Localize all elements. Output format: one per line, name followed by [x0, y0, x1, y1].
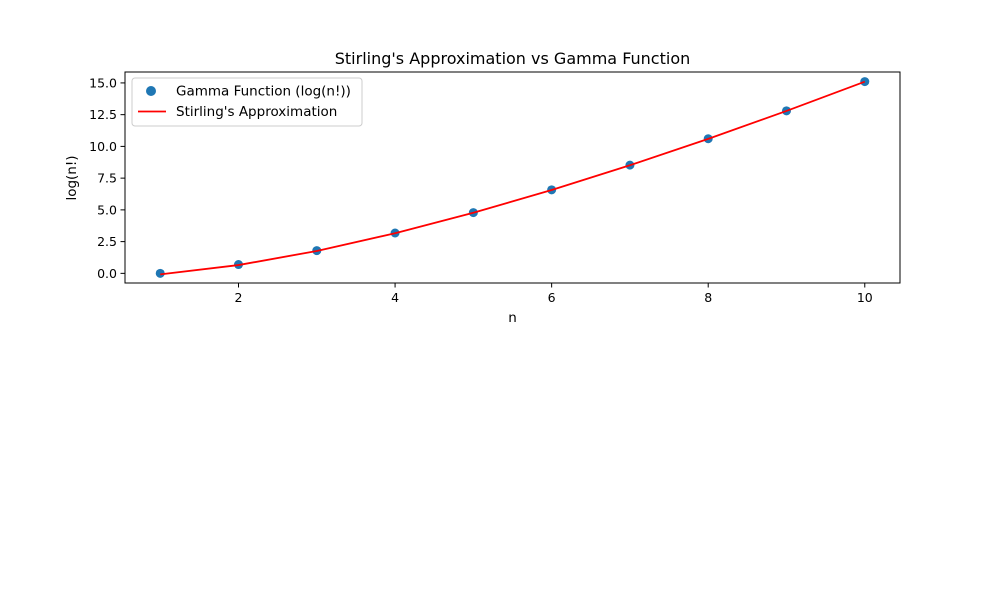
x-tick-label: 8 — [704, 290, 712, 305]
legend-label-stirling: Stirling's Approximation — [176, 104, 337, 120]
y-tick-label: 12.5 — [89, 107, 117, 122]
y-tick-label: 2.5 — [97, 234, 117, 249]
gamma-point — [155, 268, 165, 278]
stirling-line-series — [160, 80, 866, 276]
legend-marker-gamma — [146, 86, 156, 96]
x-axis: 2 4 6 8 10 — [235, 283, 873, 305]
stirling-line — [160, 80, 866, 276]
y-tick-label: 0.0 — [97, 266, 117, 281]
legend-label-gamma: Gamma Function (log(n!)) — [176, 84, 351, 100]
y-axis-label: log(n!) — [64, 155, 80, 200]
x-tick-label: 6 — [548, 290, 556, 305]
legend: Gamma Function (log(n!)) Stirling's Appr… — [131, 77, 363, 127]
x-tick-label: 10 — [857, 290, 873, 305]
x-tick-label: 4 — [391, 290, 399, 305]
gamma-point — [860, 77, 870, 87]
chart-title: Stirling's Approximation vs Gamma Functi… — [335, 49, 691, 68]
axes-frame — [124, 71, 901, 284]
x-tick-label: 2 — [235, 290, 243, 305]
y-axis: 0.0 2.5 5.0 7.5 10.0 12.5 15.0 — [89, 75, 125, 281]
legend-box — [131, 77, 363, 127]
y-tick-label: 7.5 — [97, 171, 117, 186]
y-tick-label: 15.0 — [89, 75, 117, 90]
y-tick-label: 10.0 — [89, 139, 117, 154]
y-tick-label: 5.0 — [97, 202, 117, 217]
x-axis-label: n — [508, 310, 517, 326]
